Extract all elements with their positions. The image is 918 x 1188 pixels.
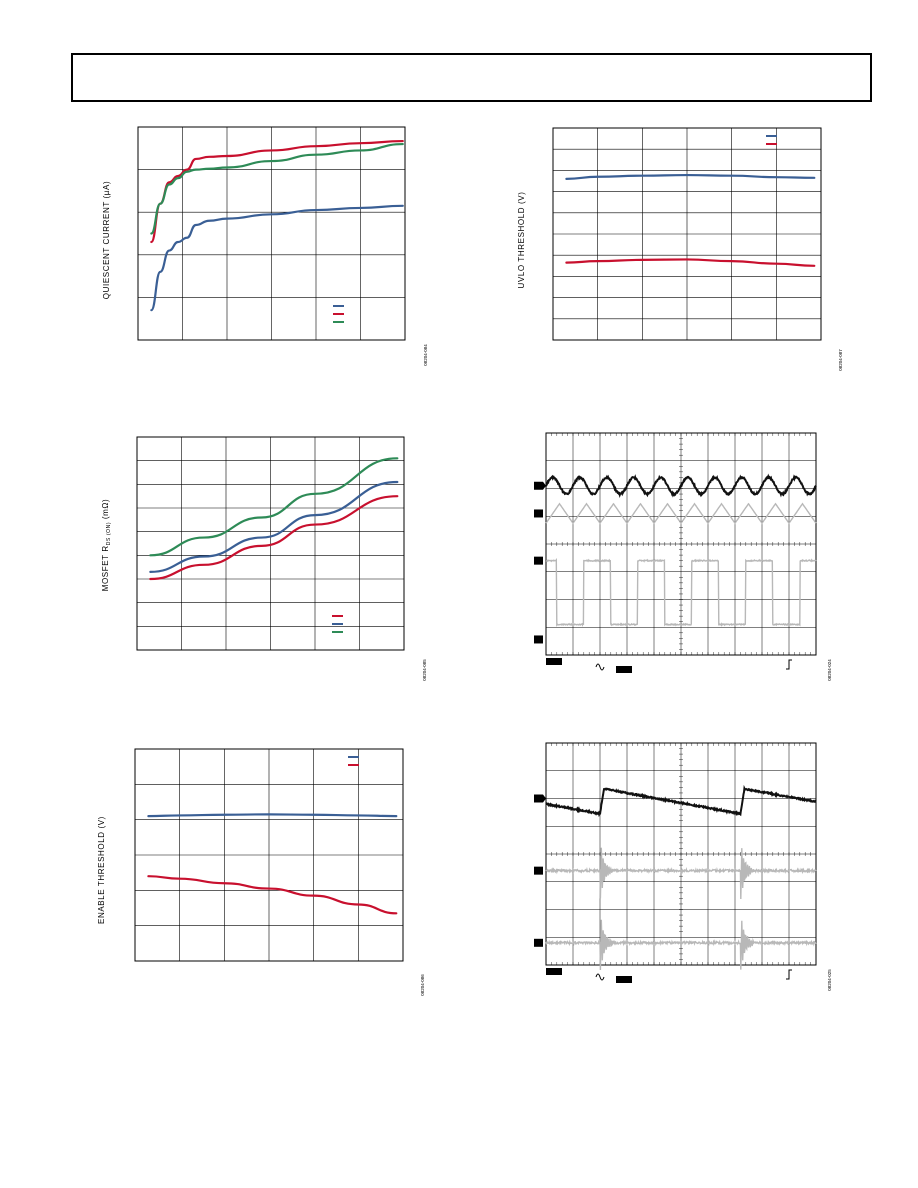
scope-capture-1: 08204-024 (528, 425, 838, 685)
scope-screen (534, 433, 816, 673)
y-axis-label: ENABLE THRESHOLD (V) (97, 816, 106, 924)
chart-mosfet-rds-on: MOSFET RDS (ON) (mΩ) 08204-085 (90, 425, 420, 695)
y-axis-label-main: MOSFET R (101, 545, 110, 591)
figure-code: 08204-025 (827, 969, 832, 991)
y-axis-label-subscript: DS (ON) (106, 522, 112, 545)
y-axis-label: QUIESCENT CURRENT (µA) (102, 181, 111, 299)
bandwidth-icon (596, 664, 604, 670)
channel-marker-3 (534, 557, 543, 565)
figure-code: 08204-086 (420, 974, 425, 996)
scope-readout-box (546, 968, 562, 975)
figure-code: 08204-084 (423, 344, 428, 366)
trigger-edge-icon (786, 970, 792, 979)
series-line-1 (566, 175, 814, 179)
page-header-box (71, 53, 872, 102)
scope-readout-box (546, 658, 562, 665)
trigger-edge-icon (786, 660, 792, 669)
plot-area (553, 128, 821, 340)
series-line-3 (151, 144, 402, 233)
scope-readout-box (616, 976, 632, 983)
scope-screen (534, 743, 816, 983)
figure-code: 08204-087 (838, 349, 843, 371)
scope-capture-2: 08204-025 (528, 735, 838, 995)
figure-code: 08204-085 (422, 659, 427, 681)
y-axis-label-unit: (mΩ) (101, 499, 110, 522)
y-axis-label: UVLO THRESHOLD (V) (517, 192, 526, 289)
series-line-2 (148, 876, 396, 913)
series-line-2 (151, 141, 402, 242)
series-line-2 (566, 259, 814, 265)
series-line-2 (150, 482, 397, 572)
series-line-1 (150, 496, 397, 579)
plot-area (138, 127, 405, 340)
channel-marker-2 (534, 867, 543, 875)
series-line-1 (151, 206, 402, 310)
plot-area (137, 437, 404, 650)
plot-area (135, 749, 403, 961)
channel-marker-4 (534, 635, 543, 643)
scope-readout-box (616, 666, 632, 673)
channel-marker-1 (534, 482, 546, 490)
channel-marker-1 (534, 795, 546, 803)
series-line-1 (148, 814, 396, 816)
figure-code: 08204-024 (827, 659, 832, 681)
chart-enable-threshold: ENABLE THRESHOLD (V) 08204-086 (90, 735, 420, 1005)
bandwidth-icon (596, 974, 604, 980)
channel-marker-2 (534, 509, 543, 517)
chart-uvlo-threshold: UVLO THRESHOLD (V) 08204-087 (510, 110, 840, 380)
chart-quiescent-current: QUIESCENT CURRENT (µA) 08204-084 (90, 110, 420, 380)
y-axis-label: MOSFET RDS (ON) (mΩ) (101, 499, 112, 592)
channel-marker-3 (534, 939, 543, 947)
